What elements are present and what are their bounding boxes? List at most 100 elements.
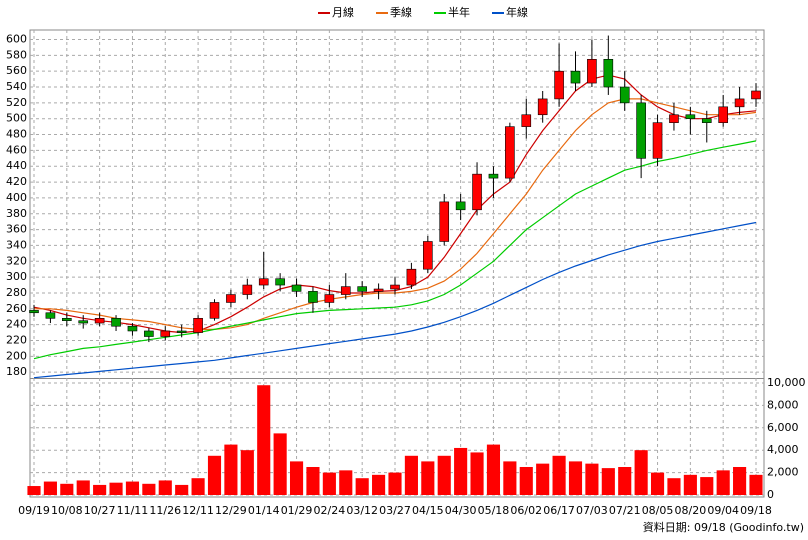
candle-body — [324, 294, 335, 303]
x-tick-label: 06/17 — [543, 504, 575, 517]
y-tick-label: 300 — [6, 270, 27, 283]
volume-bar — [93, 484, 107, 495]
candle-body — [505, 126, 515, 179]
volume-bar — [322, 472, 336, 495]
y-tick-label: 420 — [6, 175, 27, 188]
volume-bar — [470, 452, 484, 495]
ma-line — [33, 221, 757, 379]
y-tick-label: 220 — [6, 333, 27, 346]
y-tick-label: 380 — [6, 207, 27, 220]
candle-body — [472, 173, 482, 211]
candle-body — [751, 90, 761, 100]
x-tick-label: 03/27 — [379, 504, 411, 517]
candle-body — [357, 286, 367, 292]
x-tick-label: 12/11 — [182, 504, 214, 517]
volume-bar — [749, 474, 763, 495]
x-tick-label: 09/18 — [740, 504, 772, 517]
candle-body — [521, 114, 532, 127]
volume-bar — [109, 482, 123, 495]
volume-bar — [142, 483, 156, 495]
y-tick-label: 460 — [6, 143, 27, 156]
y-tick-label: 280 — [6, 286, 27, 299]
candle-body — [390, 284, 400, 290]
y-tick-label: 260 — [6, 302, 27, 315]
y-tick-label: 580 — [6, 48, 27, 61]
volume-bar — [404, 455, 418, 495]
volume-bar — [43, 481, 57, 495]
x-tick-label: 02/24 — [314, 504, 346, 517]
x-tick-label: 11/26 — [149, 504, 181, 517]
x-tick-label: 10/27 — [84, 504, 116, 517]
candle-body — [373, 288, 384, 292]
x-tick-label: 04/30 — [445, 504, 477, 517]
x-tick-label: 07/21 — [609, 504, 641, 517]
y-tick-label: 480 — [6, 128, 27, 141]
y-tick-label: 240 — [6, 318, 27, 331]
candle-body — [340, 286, 351, 295]
volume-bar — [650, 472, 665, 495]
candle-body — [685, 114, 696, 120]
candle-body — [160, 330, 171, 337]
candle-body — [242, 284, 253, 295]
candle-body — [94, 318, 105, 324]
legend-label: 半年 — [448, 5, 470, 19]
candle-body — [636, 102, 646, 159]
x-tick-label: 04/15 — [412, 504, 444, 517]
volume-bar — [421, 461, 435, 495]
candle-body — [45, 312, 56, 319]
candle-body — [603, 59, 614, 88]
candle-body — [144, 330, 154, 337]
x-tick-label: 05/18 — [478, 504, 510, 517]
candle-body — [587, 59, 597, 84]
plot-frame — [29, 29, 765, 498]
y-tick-label: 400 — [6, 191, 27, 204]
x-tick-label: 01/14 — [248, 504, 280, 517]
x-tick-label: 07/03 — [576, 504, 608, 517]
x-tick-label: 10/08 — [51, 504, 83, 517]
candle-body — [176, 330, 187, 333]
volume-bar — [683, 474, 697, 495]
y-tick-label: 560 — [6, 64, 27, 77]
y2-tick-label: 2,000 — [767, 466, 799, 479]
y-tick-label: 540 — [6, 80, 27, 93]
y-tick-label: 200 — [6, 349, 27, 362]
candle-body — [127, 325, 138, 332]
y2-tick-label: 10,000 — [767, 376, 806, 389]
volume-bar — [585, 463, 599, 495]
volume-bar — [27, 486, 41, 495]
candle-body — [308, 291, 318, 303]
y-tick-label: 600 — [6, 33, 27, 46]
candle-body — [718, 106, 728, 123]
candle-body — [111, 318, 121, 327]
candle-body — [488, 173, 499, 179]
volume-bar — [175, 484, 189, 495]
volume-bar — [716, 470, 730, 495]
volume-bar — [503, 461, 517, 495]
candle-body — [226, 294, 236, 303]
volume-bar — [634, 450, 648, 495]
volume-bar — [552, 455, 566, 495]
legend-label: 年線 — [506, 5, 528, 19]
x-tick-label: 12/29 — [215, 504, 247, 517]
y-tick-label: 520 — [6, 96, 27, 109]
volume-bar — [700, 477, 714, 495]
ma-line — [33, 140, 757, 360]
candle-body — [669, 114, 679, 123]
x-tick-label: 01/29 — [281, 504, 313, 517]
volume-bar — [454, 447, 468, 495]
candle-body — [275, 278, 285, 286]
x-tick-label: 08/05 — [642, 504, 674, 517]
legend-label: 季線 — [390, 5, 412, 19]
volume-bar — [486, 444, 501, 495]
volume-bar — [601, 468, 615, 495]
candle-body — [570, 70, 581, 84]
y-tick-label: 500 — [6, 112, 27, 125]
volume-bar — [224, 444, 238, 495]
volume-bar — [618, 466, 632, 495]
candle-body — [701, 118, 712, 123]
volume-bar — [339, 470, 353, 495]
y-tick-label: 440 — [6, 159, 27, 172]
volume-bar — [536, 463, 550, 495]
x-tick-label: 08/20 — [675, 504, 707, 517]
